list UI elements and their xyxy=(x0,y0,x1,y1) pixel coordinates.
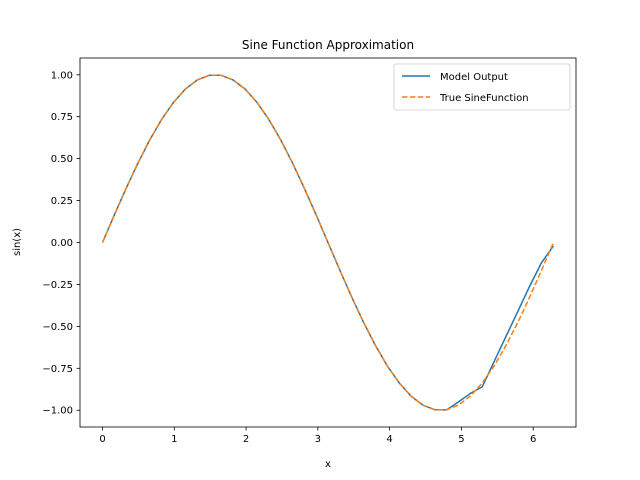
legend-box xyxy=(393,63,571,111)
axis-ticks: 0 1 2 3 4 5 6 −1.00 −0.75 −0.50 −0.25 0.00 0.25 0.50 0… xyxy=(42,70,536,445)
x-tick-label: 1 xyxy=(171,434,177,445)
y-tick-label: 0.75 xyxy=(51,112,73,123)
x-tick-label: 2 xyxy=(243,434,249,445)
y-tick-label: 0.25 xyxy=(51,196,73,207)
x-tick-label: 6 xyxy=(530,434,536,445)
series-line-0 xyxy=(101,74,555,411)
y-tick-label: −1.00 xyxy=(42,406,73,417)
plot-frame xyxy=(79,57,577,428)
x-tick-label: 3 xyxy=(315,434,321,445)
series-line-1 xyxy=(101,74,555,411)
y-tick-label: −0.75 xyxy=(42,364,73,375)
y-axis-label: sin(x) xyxy=(12,228,23,256)
x-tick-label: 4 xyxy=(386,434,392,445)
y-tick-label: −0.25 xyxy=(42,280,73,291)
y-tick-label: 1.00 xyxy=(51,70,73,81)
x-axis-label: x xyxy=(325,459,331,470)
legend: Model Output True SineFunction xyxy=(393,63,571,111)
legend-label-1: True SineFunction xyxy=(439,93,529,104)
y-tick-label: 0.50 xyxy=(51,154,73,165)
x-tick-label: 0 xyxy=(99,434,105,445)
plot-content xyxy=(101,74,555,411)
legend-label-0: Model Output xyxy=(440,72,508,83)
x-tick-label: 5 xyxy=(458,434,464,445)
y-tick-label: 0.00 xyxy=(51,238,73,249)
chart-title: Sine Function Approximation xyxy=(242,38,414,52)
y-tick-label: −0.50 xyxy=(42,322,73,333)
